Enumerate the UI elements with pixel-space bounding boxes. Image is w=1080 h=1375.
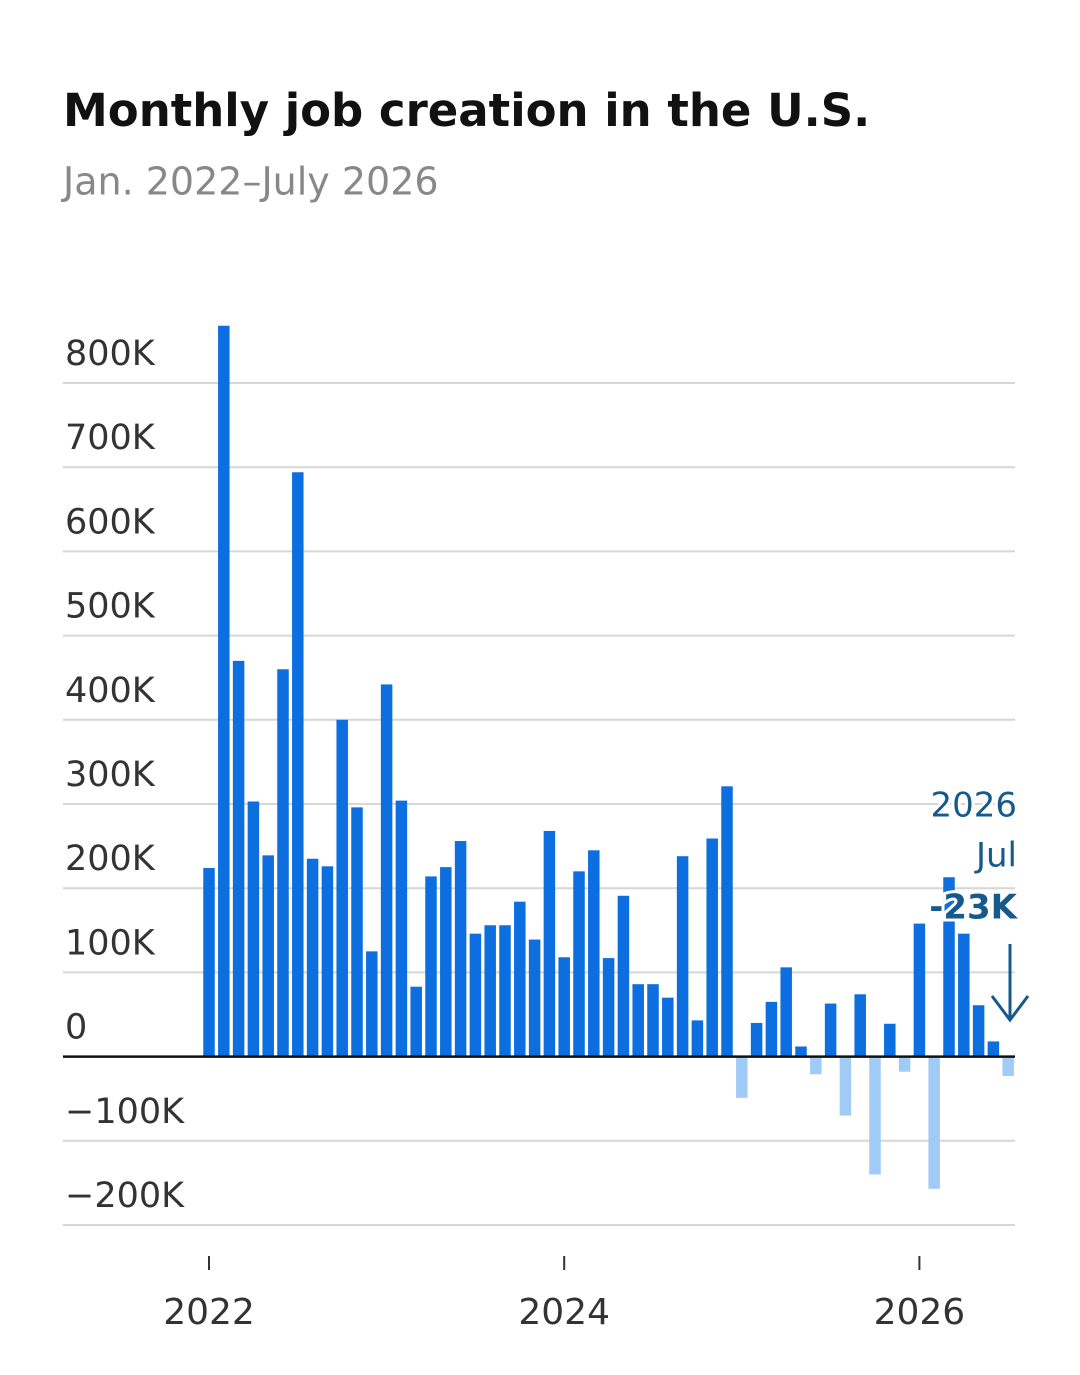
bar [203,867,215,1057]
bar [824,1003,837,1057]
y-tick-label: 800K [65,334,156,374]
bar [706,838,718,1057]
bar [277,669,289,1057]
bar [691,1020,704,1057]
bar [469,933,482,1057]
bar [958,933,970,1057]
bar [617,895,630,1057]
bar [839,1056,852,1116]
annotation-year: 2026 [930,786,1017,826]
chart-subtitle: Jan. 2022–July 2026 [61,160,439,204]
bar [395,800,408,1057]
bar [454,841,467,1057]
y-tick-label: 400K [65,671,156,711]
bar [928,1056,940,1189]
bar [232,660,245,1057]
bar [662,997,674,1057]
bar [795,1046,807,1057]
bar [780,967,792,1057]
y-tick-label: 700K [65,418,156,458]
bar [558,957,570,1057]
bar [440,867,452,1057]
y-tick-label: 0 [65,1008,87,1048]
bar [736,1056,748,1098]
annotation-arrowhead [990,995,1030,1023]
bar [943,877,955,1057]
bar [765,1001,778,1057]
y-tick-label: −100K [65,1092,185,1132]
y-tick-label: 500K [65,587,156,627]
annotation-value: -23K [929,888,1018,928]
x-tick-label: 2022 [163,1292,255,1333]
bar [262,855,274,1057]
y-tick-label: 300K [65,755,156,795]
bar [499,925,511,1057]
bar [514,901,526,1057]
bar [351,807,363,1057]
bar [484,925,496,1057]
bar [884,1023,896,1057]
y-tick-label: 100K [65,923,156,963]
y-tick-label: −200K [65,1176,185,1216]
bar [810,1056,822,1075]
bar [247,801,260,1057]
bar [972,1005,985,1057]
bar [647,984,659,1057]
bar [898,1056,911,1072]
x-tick-label: 2026 [874,1292,966,1333]
bar [543,830,556,1057]
bar [676,856,689,1057]
bar [573,871,585,1057]
bar [854,994,866,1057]
bar [218,325,230,1057]
bar [366,951,378,1057]
bar [321,866,334,1057]
bar [292,472,304,1057]
bar [750,1022,763,1057]
y-tick-label: 200K [65,839,156,879]
chart-title: Monthly job creation in the U.S. [63,84,870,137]
bar [306,858,319,1057]
bar [602,958,615,1057]
bar [410,986,422,1057]
bar [1002,1056,1014,1076]
bar [528,939,541,1057]
bar [721,786,733,1057]
bar [336,719,348,1057]
bar [987,1041,1000,1057]
y-tick-label: 600K [65,502,156,542]
bar [869,1056,881,1175]
bar [588,850,600,1057]
bar [913,923,926,1057]
x-tick-label: 2024 [518,1292,610,1333]
annotation-month: Jul [974,836,1017,876]
bar [632,984,644,1057]
bar [425,876,437,1057]
bar [380,684,393,1057]
